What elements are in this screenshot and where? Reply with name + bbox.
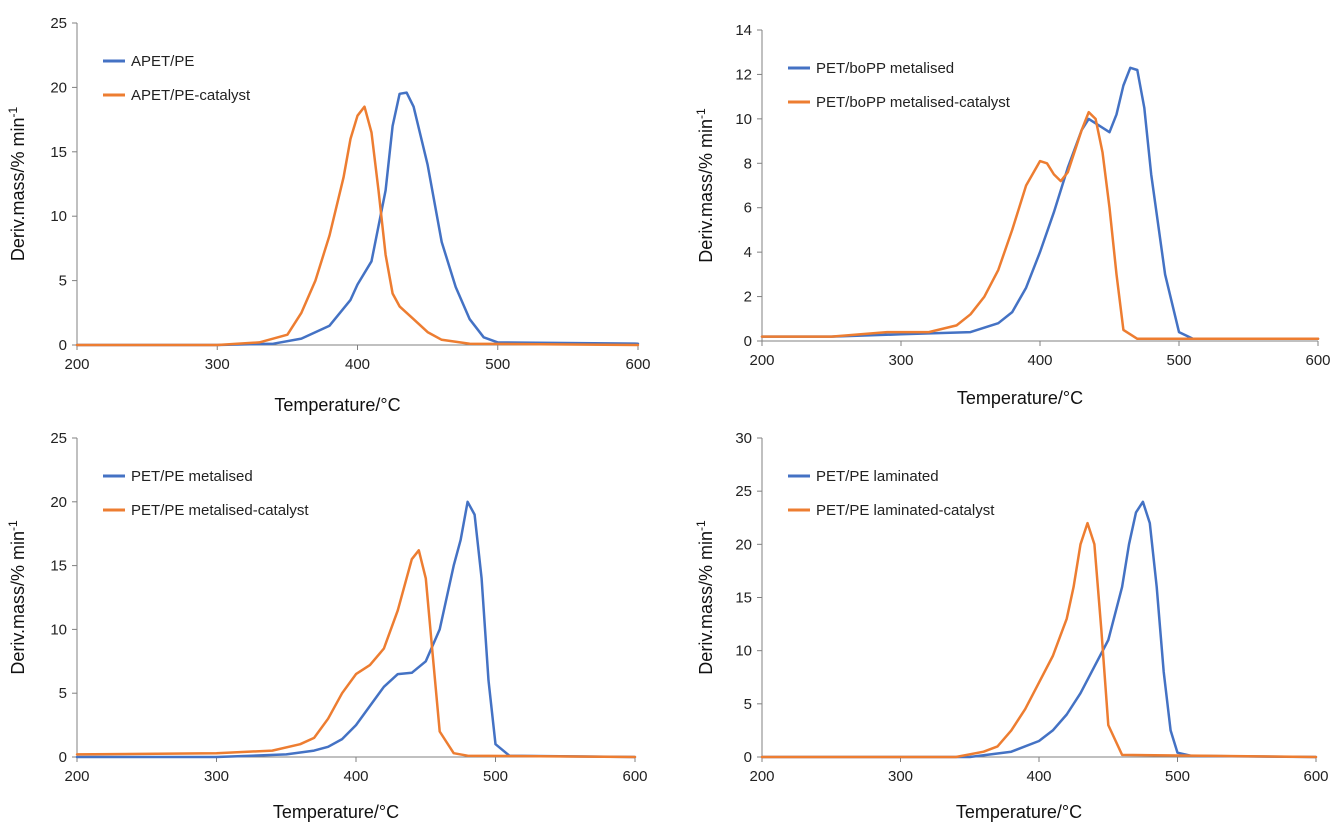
x-tick-label: 400	[343, 768, 368, 785]
y-tick-label: 20	[735, 536, 752, 553]
x-tick-label: 400	[1027, 352, 1052, 369]
y-tick-label: 15	[50, 558, 67, 575]
y-tick-label: 5	[744, 696, 752, 713]
x-tick-label: 400	[345, 356, 370, 373]
y-axis-label: Deriv.mass/% min-1	[6, 106, 28, 261]
y-tick-label: 10	[735, 111, 752, 128]
legend-label: APET/PE	[131, 53, 194, 70]
y-axis-label: Deriv.mass/% min-1	[694, 108, 716, 263]
x-tick-label: 600	[622, 768, 647, 785]
y-tick-label: 8	[744, 155, 752, 172]
y-tick-label: 15	[735, 590, 752, 607]
series-line-2	[75, 105, 640, 347]
legend-label: PET/boPP metalised	[816, 60, 954, 77]
legend-label: PET/boPP metalised-catalyst	[816, 94, 1011, 111]
y-tick-label: 20	[50, 79, 67, 96]
x-axis-label: Temperature/°C	[273, 802, 399, 822]
series-line-1	[75, 500, 637, 759]
y-tick-label: 10	[50, 621, 67, 638]
y-tick-label: 2	[744, 289, 752, 306]
x-tick-label: 600	[1303, 768, 1328, 785]
legend-label: APET/PE-catalyst	[131, 87, 251, 104]
x-tick-label: 500	[1165, 768, 1190, 785]
series-line-2	[760, 521, 1318, 759]
x-tick-label: 200	[749, 352, 774, 369]
y-tick-label: 6	[744, 200, 752, 217]
series-line-1	[75, 91, 640, 347]
x-tick-label: 200	[64, 768, 89, 785]
legend-label: PET/PE laminated	[816, 468, 939, 485]
x-axis-label: Temperature/°C	[957, 388, 1083, 408]
chart-panel-1: 0 5 10 15 20 25 200 300 400 500 600 Temperature/°C D…	[6, 15, 651, 415]
x-axis-label: Temperature/°C	[956, 802, 1082, 822]
y-tick-label: 4	[744, 244, 752, 261]
y-tick-label: 10	[735, 643, 752, 660]
y-tick-label: 30	[735, 430, 752, 447]
x-tick-label: 500	[1166, 352, 1191, 369]
x-tick-label: 600	[625, 356, 650, 373]
y-tick-label: 0	[744, 749, 752, 766]
chart-panel-3: 0 5 10 15 20 25 200 300 400 500 600 Temperature/°C D…	[6, 430, 648, 822]
x-tick-label: 300	[888, 768, 913, 785]
y-tick-label: 15	[50, 144, 67, 161]
x-tick-label: 300	[888, 352, 913, 369]
y-tick-label: 0	[59, 337, 67, 354]
series-line-1	[760, 500, 1318, 759]
series-line-1	[760, 66, 1320, 341]
x-tick-label: 600	[1305, 352, 1330, 369]
chart-panel-2: 0 2 4 6 8 10 12 14 200 300 400 500 600 Temperature/°C…	[694, 22, 1331, 408]
chart-panel-4: 0 5 10 15 20 25 30 200 300 400 500 600 Temperature/°…	[694, 430, 1329, 822]
x-tick-label: 400	[1026, 768, 1051, 785]
legend-label: PET/PE metalised	[131, 468, 253, 485]
x-tick-label: 200	[749, 768, 774, 785]
legend-label: PET/PE laminated-catalyst	[816, 502, 995, 519]
y-tick-label: 5	[59, 685, 67, 702]
y-tick-label: 25	[735, 483, 752, 500]
y-tick-label: 25	[50, 430, 67, 447]
x-tick-label: 500	[485, 356, 510, 373]
y-tick-label: 25	[50, 15, 67, 32]
x-tick-label: 500	[483, 768, 508, 785]
x-tick-label: 200	[64, 356, 89, 373]
series-line-2	[760, 110, 1320, 341]
y-tick-label: 12	[735, 66, 752, 83]
y-tick-label: 14	[735, 22, 752, 39]
x-tick-label: 300	[204, 768, 229, 785]
x-axis-label: Temperature/°C	[274, 395, 400, 415]
series-line-2	[75, 549, 637, 759]
y-tick-label: 0	[59, 749, 67, 766]
y-tick-label: 0	[744, 333, 752, 350]
y-tick-label: 10	[50, 208, 67, 225]
legend-label: PET/PE metalised-catalyst	[131, 502, 309, 519]
y-tick-label: 20	[50, 494, 67, 511]
y-axis-label: Deriv.mass/% min-1	[6, 520, 28, 675]
x-tick-label: 300	[205, 356, 230, 373]
y-tick-label: 5	[59, 273, 67, 290]
y-axis-label: Deriv.mass/% min-1	[694, 520, 716, 675]
